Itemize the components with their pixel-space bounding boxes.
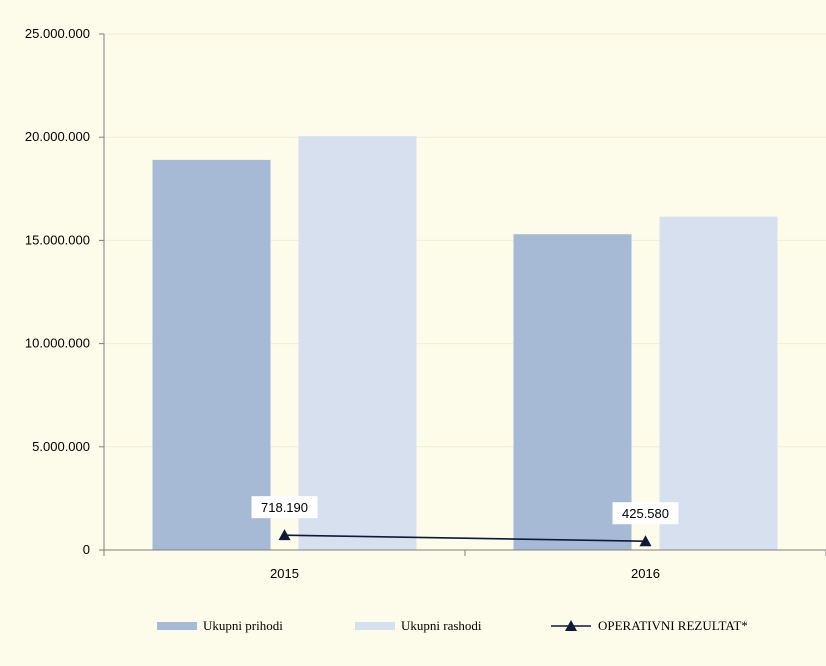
legend: Ukupni prihodi Ukupni rashodi OPERATIVNI R… — [157, 618, 748, 633]
data-labels: 718.190 425.580 — [251, 496, 679, 525]
y-tick-label: 5.000.000 — [32, 439, 90, 454]
y-tick-label: 10.000.000 — [25, 336, 90, 351]
bar — [298, 136, 417, 550]
series-line — [284, 534, 646, 543]
legend-marker — [565, 620, 577, 631]
legend-label: Ukupni rashodi — [401, 618, 482, 633]
bar — [513, 234, 632, 550]
y-tick-label: 15.000.000 — [25, 232, 90, 247]
legend-swatch — [355, 622, 395, 630]
legend-label: OPERATIVNI REZULTAT* — [598, 618, 748, 633]
data-label: 425.580 — [622, 506, 669, 521]
data-label-box — [251, 496, 318, 519]
triangle-marker — [639, 535, 652, 547]
x-tick-label: 2016 — [631, 566, 660, 581]
y-tick-label: 20.000.000 — [25, 129, 90, 144]
y-tick-label: 0 — [83, 542, 90, 557]
axes: 0 5.000.000 10.000.000 15.000.000 20.000.000… — [25, 26, 826, 581]
bar — [659, 216, 778, 550]
y-tick-label: 25.000.000 — [25, 26, 90, 41]
result-line — [278, 529, 652, 547]
data-label: 718.190 — [261, 500, 308, 515]
bars — [152, 136, 778, 551]
data-label-box — [612, 502, 679, 525]
x-tick-label: 2015 — [270, 566, 299, 581]
legend-swatch — [157, 622, 197, 630]
triangle-marker — [278, 529, 291, 541]
bar — [152, 159, 271, 551]
legend-label: Ukupni prihodi — [203, 618, 283, 633]
